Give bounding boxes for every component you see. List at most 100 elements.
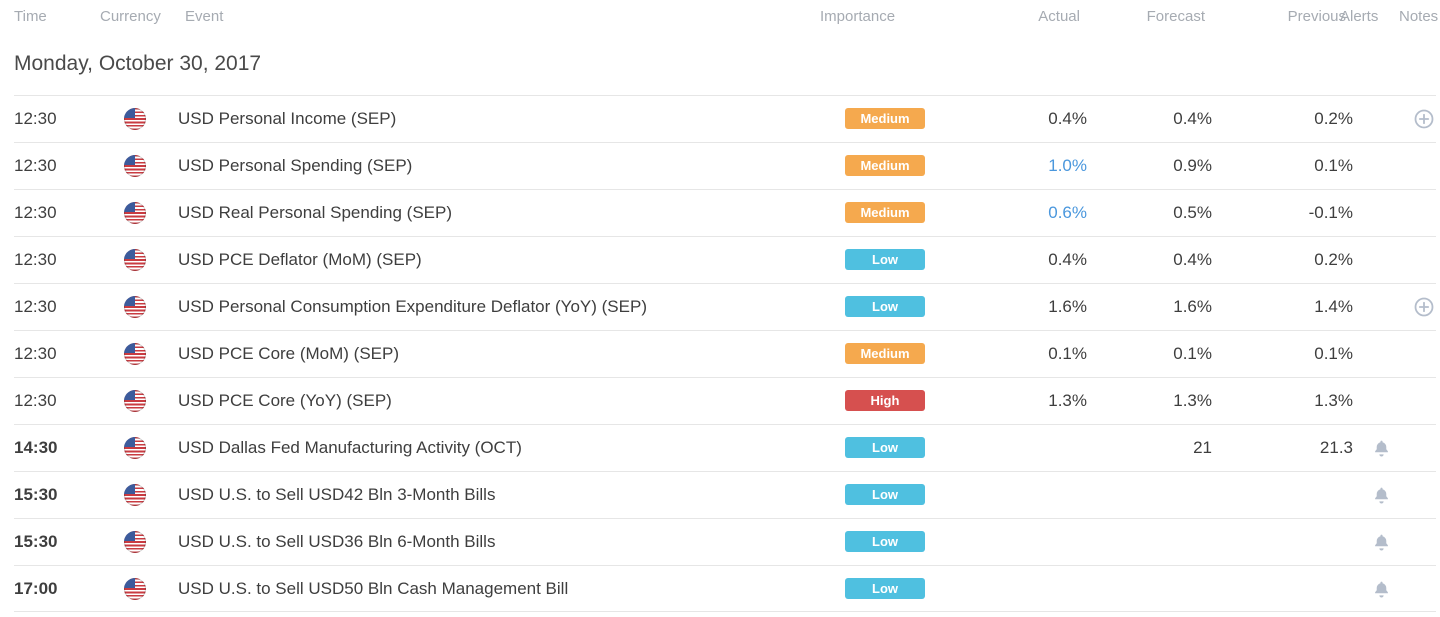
forecast-value: 0.4%: [1173, 249, 1212, 269]
currency-cell: [110, 154, 178, 177]
event-name: USD U.S. to Sell USD42 Bln 3-Month Bills: [178, 484, 496, 504]
currency-cell: [110, 342, 178, 365]
importance-badge: Low: [845, 249, 925, 270]
forecast-value: 0.4%: [1173, 108, 1212, 128]
us-flag-icon: [124, 154, 146, 177]
importance-cell: Medium: [845, 343, 965, 364]
alert-bell-icon[interactable]: [1373, 533, 1390, 551]
previous-value: 0.1%: [1314, 155, 1353, 175]
forecast-value: 1.6%: [1173, 296, 1212, 316]
event-time: 12:30: [14, 343, 57, 363]
event-row: 15:30 USD U.S. to Sell USD36 Bln 6-Month …: [0, 518, 1440, 565]
actual-value: 0.1%: [1048, 343, 1087, 363]
us-flag-icon: [124, 577, 146, 600]
importance-badge: Low: [845, 531, 925, 552]
importance-badge: High: [845, 390, 925, 411]
column-header-alerts: Alerts: [1340, 8, 1379, 25]
importance-badge: Medium: [845, 155, 925, 176]
event-time: 12:30: [14, 108, 57, 128]
importance-badge: Medium: [845, 202, 925, 223]
importance-cell: Low: [845, 578, 965, 599]
importance-badge: Low: [845, 578, 925, 599]
event-name: USD Dallas Fed Manufacturing Activity (O…: [178, 437, 522, 457]
add-note-plus-icon[interactable]: [1414, 109, 1434, 129]
us-flag-icon: [124, 248, 146, 271]
event-name: USD Personal Income (SEP): [178, 108, 397, 128]
column-header-event: Event: [185, 8, 224, 25]
alerts-cell: [1356, 486, 1407, 504]
event-time: 17:00: [14, 578, 58, 598]
column-header-forecast: Forecast: [1146, 8, 1205, 25]
actual-value: 0.4%: [1048, 108, 1087, 128]
event-row: 12:30 USD PCE Deflator (MoM) (SEP) Low 0.4%…: [0, 236, 1440, 283]
previous-value: 1.3%: [1314, 390, 1353, 410]
importance-badge: Low: [845, 437, 925, 458]
currency-cell: [110, 530, 178, 553]
actual-value: 1.0%: [1048, 155, 1087, 175]
table-header: Time Currency Event Importance Actual Fo…: [0, 0, 1440, 33]
date-header-label: Monday, October 30, 2017: [14, 52, 262, 75]
event-name: USD Real Personal Spending (SEP): [178, 202, 453, 222]
notes-cell: [1407, 297, 1440, 317]
importance-cell: Low: [845, 484, 965, 505]
importance-badge: Medium: [845, 343, 925, 364]
event-row: 12:30 USD Real Personal Spending (SEP) Med…: [0, 189, 1440, 236]
event-row: 12:30 USD Personal Consumption Expenditur…: [0, 283, 1440, 330]
event-time: 15:30: [14, 484, 58, 504]
add-note-plus-icon[interactable]: [1414, 297, 1434, 317]
event-row: 17:00 USD U.S. to Sell USD50 Bln Cash Man…: [0, 565, 1440, 612]
column-header-notes: Notes: [1399, 8, 1439, 25]
importance-badge: Low: [845, 484, 925, 505]
event-row: 12:30 USD PCE Core (YoY) (SEP) High 1.3% 1.3…: [0, 377, 1440, 424]
importance-cell: Medium: [845, 155, 965, 176]
us-flag-icon: [124, 530, 146, 553]
previous-value: -0.1%: [1308, 202, 1353, 222]
importance-cell: Low: [845, 249, 965, 270]
event-row: 12:30 USD Personal Spending (SEP) Medium 1.…: [0, 142, 1440, 189]
alerts-cell: [1356, 533, 1407, 551]
forecast-value: 1.3%: [1173, 390, 1212, 410]
event-time: 12:30: [14, 296, 57, 316]
currency-cell: [110, 201, 178, 224]
us-flag-icon: [124, 107, 146, 130]
previous-value: 0.1%: [1314, 343, 1353, 363]
event-time: 14:30: [14, 437, 58, 457]
importance-cell: Low: [845, 531, 965, 552]
column-header-previous: Previous: [1287, 8, 1346, 25]
event-name: USD U.S. to Sell USD50 Bln Cash Manageme…: [178, 578, 569, 598]
alert-bell-icon[interactable]: [1373, 439, 1390, 457]
event-name: USD Personal Consumption Expenditure Def…: [178, 296, 647, 316]
event-time: 12:30: [14, 249, 57, 269]
alerts-cell: [1356, 439, 1407, 457]
event-time: 12:30: [14, 390, 57, 410]
currency-cell: [110, 483, 178, 506]
forecast-value: 0.9%: [1173, 155, 1212, 175]
forecast-value: 0.5%: [1173, 202, 1212, 222]
currency-cell: [110, 577, 178, 600]
column-header-actual: Actual: [1038, 8, 1080, 25]
actual-value: 0.4%: [1048, 249, 1087, 269]
event-name: USD PCE Deflator (MoM) (SEP): [178, 249, 422, 269]
event-name: USD PCE Core (MoM) (SEP): [178, 343, 400, 363]
importance-badge: Medium: [845, 108, 925, 129]
event-name: USD PCE Core (YoY) (SEP): [178, 390, 392, 410]
importance-cell: Low: [845, 437, 965, 458]
currency-cell: [110, 295, 178, 318]
actual-value: 1.6%: [1048, 296, 1087, 316]
alert-bell-icon[interactable]: [1373, 486, 1390, 504]
currency-cell: [110, 248, 178, 271]
previous-value: 0.2%: [1314, 249, 1353, 269]
currency-cell: [110, 436, 178, 459]
currency-cell: [110, 389, 178, 412]
us-flag-icon: [124, 483, 146, 506]
alert-bell-icon[interactable]: [1373, 580, 1390, 598]
importance-cell: Medium: [845, 202, 965, 223]
column-header-time: Time: [14, 8, 47, 25]
event-name: USD U.S. to Sell USD36 Bln 6-Month Bills: [178, 531, 496, 551]
actual-value: 0.6%: [1048, 202, 1087, 222]
event-row: 12:30 USD PCE Core (MoM) (SEP) Medium 0.1% 0…: [0, 330, 1440, 377]
column-header-currency: Currency: [100, 8, 161, 25]
importance-badge: Low: [845, 296, 925, 317]
us-flag-icon: [124, 295, 146, 318]
